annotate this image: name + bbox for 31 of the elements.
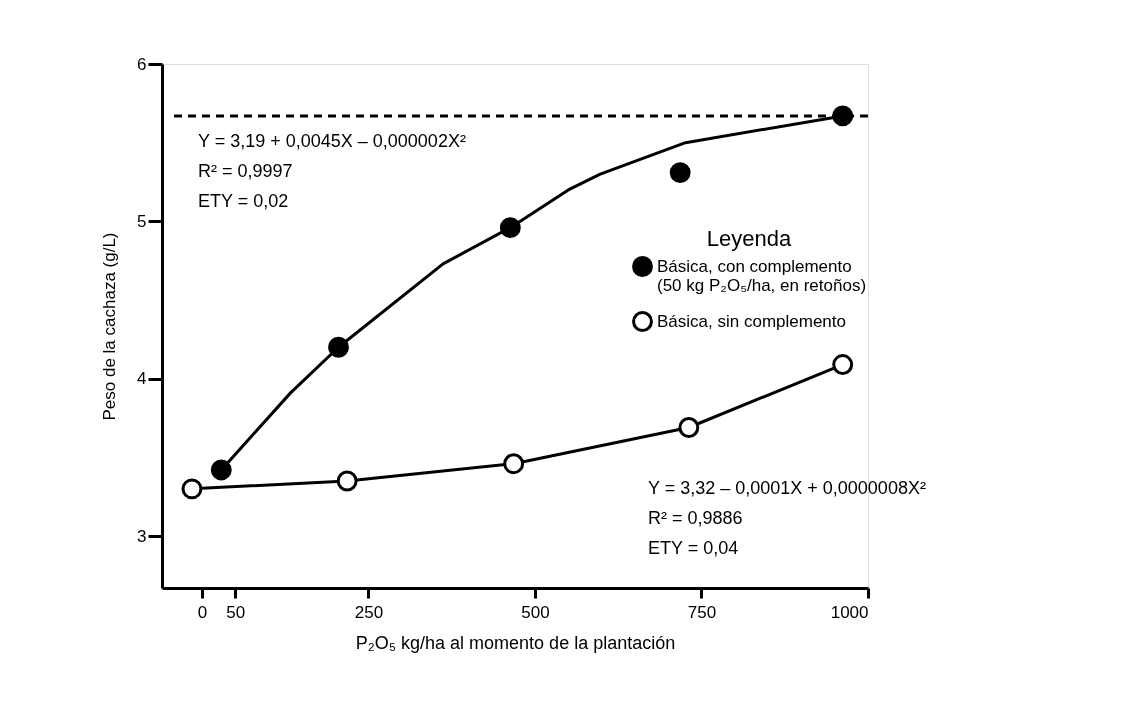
x-axis-title: P₂O₅ kg/ha al momento de la plantación (355, 632, 676, 653)
point (336, 470, 358, 492)
point (181, 478, 203, 500)
annotation: ETY = 0,02 (198, 191, 289, 211)
y-tick-label: 3 (137, 526, 147, 546)
annotation: Y = 3,32 – 0,0001X + 0,0000008X² (648, 478, 926, 498)
x-tick-label: 1000 (830, 602, 869, 622)
x-tick-label: 500 (521, 602, 550, 622)
annotation: Y = 3,19 + 0,0045X – 0,000002X² (198, 131, 466, 151)
point (669, 162, 691, 183)
point (678, 417, 700, 438)
y-tick-label: 4 (137, 369, 147, 389)
point (832, 105, 854, 127)
point (210, 459, 232, 481)
x-tick-label: 0 (197, 602, 208, 622)
y-tick-label: 6 (137, 54, 147, 74)
legend-label: Básica, sin complemento (657, 311, 846, 331)
legend-label: Básica, con complemento (50 kg P₂O₅/ha, en retoños) (657, 256, 867, 295)
point (499, 217, 521, 239)
point (503, 453, 525, 475)
point (328, 336, 349, 358)
annotation: R² = 0,9997 (198, 161, 293, 181)
annotation: R² = 0,9886 (648, 508, 743, 528)
x-tick-label: 50 (226, 602, 246, 622)
legend-title: Leyenda (706, 226, 792, 251)
x-tick-label: 750 (687, 602, 717, 622)
x-tick-label: 250 (354, 602, 384, 622)
annotation: ETY = 0,04 (648, 538, 739, 558)
y-tick-label: 5 (137, 211, 147, 231)
y-axis-title: Peso de la cachaza (g/L) (100, 232, 120, 421)
point (832, 354, 854, 375)
